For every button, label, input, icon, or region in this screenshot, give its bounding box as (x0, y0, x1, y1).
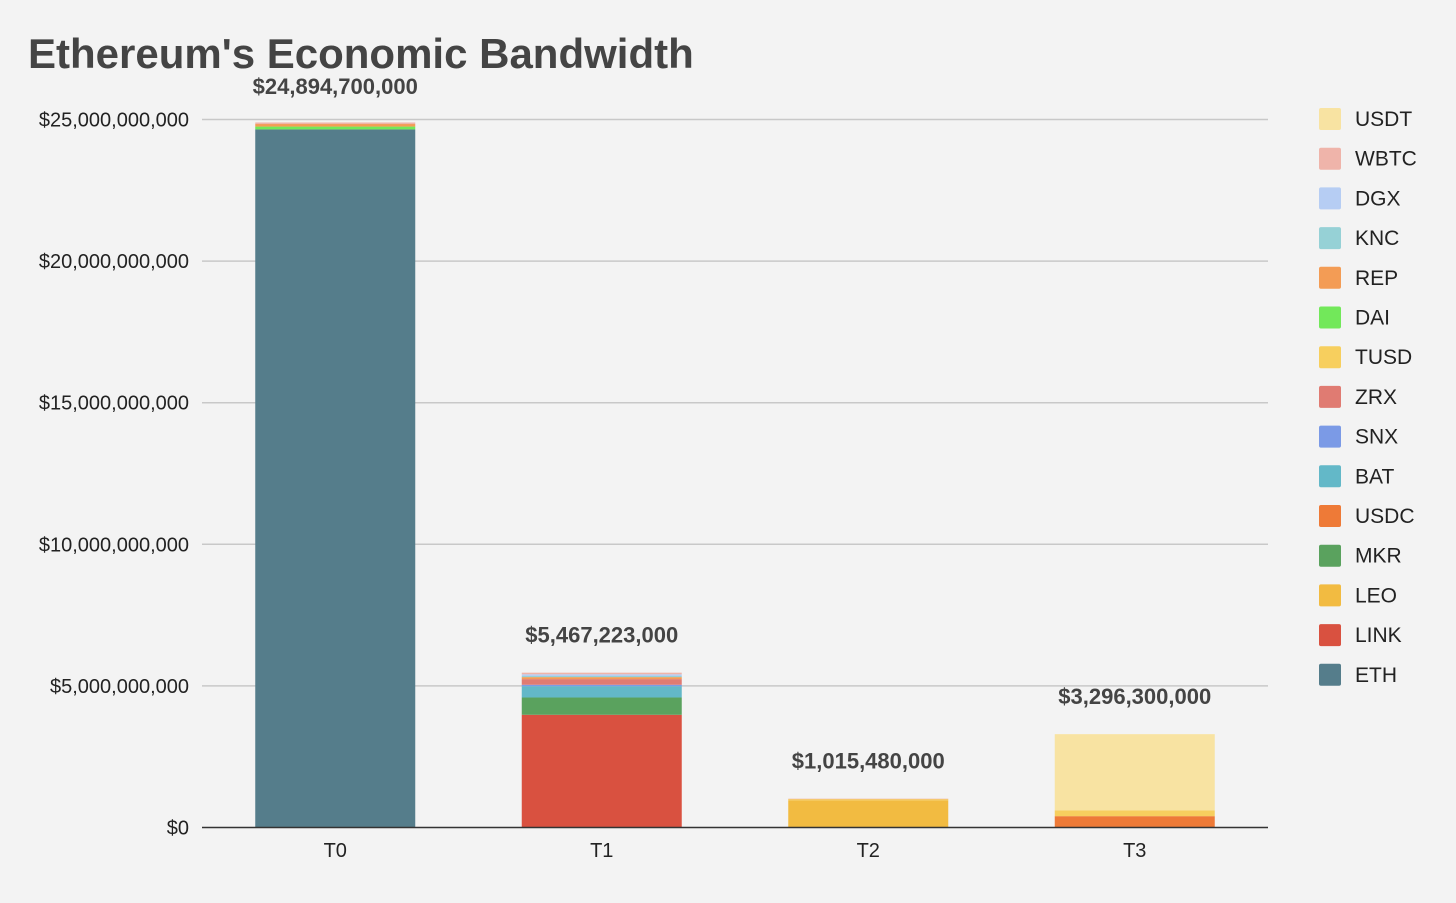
legend-label-wbtc: WBTC (1355, 148, 1417, 171)
legend-label-link: LINK (1355, 624, 1402, 647)
bar-total-label: $3,296,300,000 (1058, 684, 1211, 709)
bar-segment-mkr-t1 (521, 697, 682, 715)
legend: USDT WBTC DGX KNC REP DAI TUSD ZRX SNX BAT USDC MKR… (1319, 108, 1417, 687)
bar-segment-tusd-t2 (788, 798, 949, 801)
legend-swatch-tusd (1319, 346, 1341, 369)
y-tick-label: $10,000,000,000 (39, 534, 189, 556)
x-tick-label: T1 (590, 840, 613, 862)
chart-title: Ethereum's Economic Bandwidth (28, 30, 694, 77)
legend-label-rep: REP (1355, 267, 1398, 290)
legend-label-bat: BAT (1355, 465, 1394, 488)
legend-swatch-wbtc (1319, 147, 1341, 170)
legend-swatch-bat (1319, 465, 1341, 488)
bar-segment-snx-t1 (521, 684, 682, 687)
legend-label-zrx: ZRX (1355, 386, 1397, 409)
bar-segment-bat-t1 (521, 686, 682, 698)
x-tick-label: T0 (324, 840, 347, 862)
legend-swatch-knc (1319, 227, 1341, 250)
x-tick-label: T2 (857, 840, 880, 862)
bars (255, 122, 1215, 828)
bar-segment-rep-t0 (255, 124, 416, 127)
y-tick-label: $5,000,000,000 (50, 676, 189, 698)
legend-label-dai: DAI (1355, 307, 1390, 330)
legend-label-knc: KNC (1355, 227, 1399, 250)
bar-segment-usdc-t3 (1054, 816, 1215, 828)
legend-label-usdc: USDC (1355, 505, 1415, 528)
x-tick-label: T3 (1123, 840, 1146, 862)
legend-swatch-dgx (1319, 187, 1341, 210)
bar-segment-dai-t0 (255, 126, 416, 130)
legend-label-leo: LEO (1355, 584, 1397, 607)
bar-total-label: $1,015,480,000 (792, 749, 945, 774)
legend-swatch-usdc (1319, 505, 1341, 527)
bar-total-label: $24,894,700,000 (253, 74, 418, 99)
legend-swatch-mkr (1319, 544, 1341, 567)
legend-swatch-snx (1319, 425, 1341, 448)
bar-segment-link-t1 (521, 714, 682, 828)
bar-total-labels: $24,894,700,000 $5,467,223,000 $1,015,480,… (253, 74, 1212, 774)
legend-label-tusd: TUSD (1355, 346, 1412, 369)
bar-segment-leo-t2 (788, 800, 949, 828)
y-tick-label: $0 (167, 818, 189, 840)
bar-segment-wbtc-t1 (521, 672, 682, 675)
legend-swatch-eth (1319, 663, 1341, 686)
legend-swatch-zrx (1319, 385, 1341, 408)
bar-segment-wbtc-t0 (255, 122, 416, 125)
bar-segment-wbtc-t2 (788, 798, 949, 800)
bar-segment-dgx-t1 (521, 674, 682, 676)
bar-segment-usdt-t3 (1054, 734, 1215, 811)
legend-swatch-usdt (1319, 108, 1341, 130)
legend-label-usdt: USDT (1355, 108, 1412, 131)
y-tick-label: $20,000,000,000 (39, 251, 189, 273)
y-tick-label: $25,000,000,000 (39, 110, 189, 132)
legend-swatch-dai (1319, 306, 1341, 329)
legend-swatch-link (1319, 624, 1341, 647)
y-tick-label: $15,000,000,000 (39, 393, 189, 415)
legend-swatch-leo (1319, 584, 1341, 607)
legend-swatch-rep (1319, 266, 1341, 289)
legend-label-dgx: DGX (1355, 187, 1401, 210)
legend-label-snx: SNX (1355, 426, 1398, 449)
bar-segment-tusd-t3 (1054, 810, 1215, 817)
bar-segment-zrx-t1 (521, 679, 682, 685)
bar-segment-rep-t1 (521, 677, 682, 680)
legend-label-mkr: MKR (1355, 545, 1402, 568)
legend-label-eth: ETH (1355, 664, 1397, 687)
bar-total-label: $5,467,223,000 (525, 623, 678, 648)
y-axis: $0 $5,000,000,000 $10,000,000,000 $15,000,0… (39, 110, 189, 840)
bar-segment-eth-t0 (255, 129, 416, 828)
x-axis: T0 T1 T2 T3 (324, 840, 1147, 862)
bar-segment-knc-t1 (521, 675, 682, 678)
